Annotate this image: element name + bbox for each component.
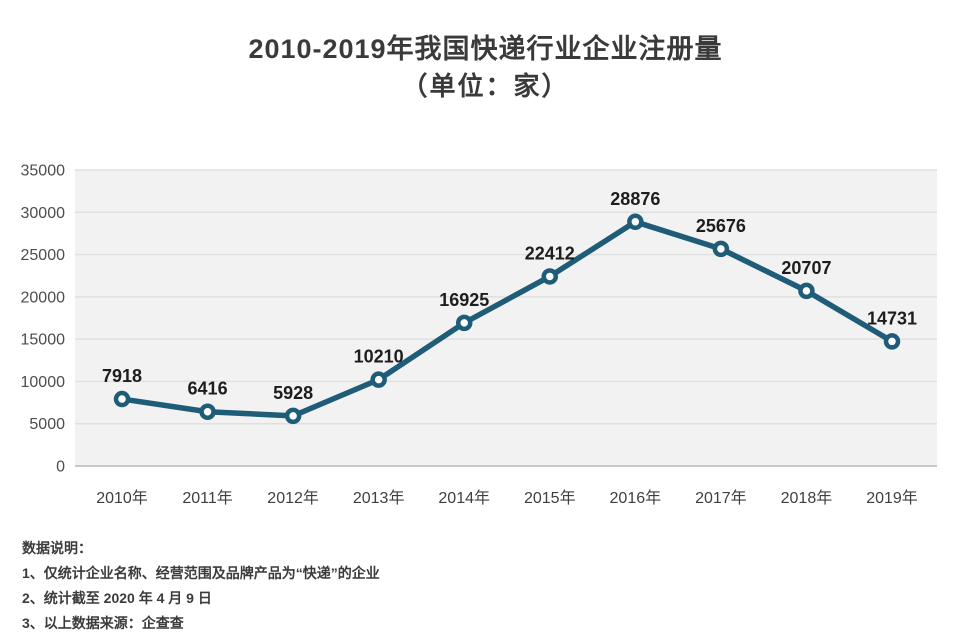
y-tick-label: 35000	[21, 163, 66, 180]
data-point	[199, 403, 216, 420]
x-tick-label: 2014年	[438, 489, 490, 507]
x-tick-label: 2018年	[781, 489, 833, 507]
data-point	[370, 371, 387, 388]
data-point	[541, 268, 559, 285]
data-point-label: 14731	[867, 308, 917, 328]
data-notes: 数据说明： 1、仅统计企业名称、经营范围及品牌产品为“快递”的企业 2、统计截至…	[22, 536, 942, 636]
x-tick-label: 2010年	[96, 489, 148, 507]
note-item-2: 2、统计截至 2020 年 4 月 9 日	[22, 590, 212, 606]
data-point-label: 16925	[439, 290, 489, 310]
x-tick-label: 2012年	[267, 489, 319, 507]
x-tick-label: 2013年	[353, 489, 405, 507]
data-point	[883, 333, 901, 350]
data-point-label: 7918	[102, 366, 142, 386]
x-tick-label: 2016年	[610, 489, 662, 507]
x-tick-label: 2015年	[524, 489, 576, 507]
data-point-label: 5928	[273, 383, 313, 403]
y-tick-label: 25000	[21, 247, 66, 264]
data-point-label: 25676	[696, 216, 746, 236]
data-point	[284, 407, 302, 425]
y-tick-label: 15000	[21, 332, 66, 349]
page-title: 2010-2019年我国快递行业企业注册量	[248, 34, 723, 64]
data-point-label: 22412	[525, 243, 575, 263]
note-item-3: 3、以上数据来源：企查查	[22, 615, 184, 631]
x-tick-label: 2017年	[695, 489, 747, 507]
x-tick-label: 2011年	[182, 489, 232, 507]
data-point	[455, 314, 473, 332]
series-line	[119, 219, 895, 419]
data-point	[627, 213, 644, 231]
y-tick-label: 0	[56, 459, 65, 476]
data-point	[113, 390, 131, 408]
y-tick-label: 20000	[21, 289, 66, 306]
chart-title-block: 2010-2019年我国快递行业企业注册量 （单位：家）	[0, 30, 971, 104]
data-point	[712, 240, 730, 258]
y-tick-label: 5000	[29, 416, 65, 433]
x-tick-label: 2019年	[866, 489, 918, 507]
data-point-label: 6416	[188, 379, 228, 399]
note-item-1: 1、仅统计企业名称、经营范围及品牌产品为“快递”的企业	[22, 565, 380, 581]
plot-area	[75, 170, 937, 466]
notes-heading: 数据说明：	[22, 540, 92, 556]
y-tick-label: 30000	[21, 205, 66, 222]
data-point-label: 28876	[610, 189, 660, 209]
data-point	[798, 282, 815, 300]
data-point-label: 20707	[781, 258, 831, 278]
data-point-label: 10210	[354, 347, 404, 367]
y-tick-label: 10000	[21, 374, 66, 391]
page-subtitle-unit: （单位：家）	[401, 71, 570, 101]
